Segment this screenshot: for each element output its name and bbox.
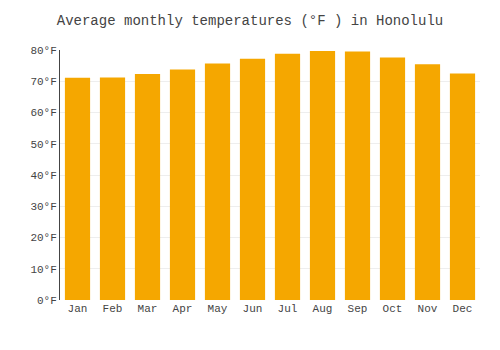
- svg-text:30°F: 30°F: [30, 201, 56, 213]
- svg-text:Apr: Apr: [173, 303, 193, 315]
- svg-text:0°F: 0°F: [37, 295, 57, 307]
- svg-text:40°F: 40°F: [30, 170, 56, 182]
- svg-text:Oct: Oct: [383, 303, 403, 315]
- svg-text:Aug: Aug: [313, 303, 333, 315]
- svg-text:20°F: 20°F: [30, 232, 56, 244]
- svg-text:Average monthly temperatures (: Average monthly temperatures (°F ) in Ho…: [57, 13, 443, 29]
- svg-text:80°F: 80°F: [30, 45, 56, 57]
- svg-text:Jan: Jan: [68, 303, 88, 315]
- svg-text:May: May: [208, 303, 228, 315]
- svg-text:Feb: Feb: [103, 303, 123, 315]
- svg-text:70°F: 70°F: [30, 76, 56, 88]
- svg-text:10°F: 10°F: [30, 264, 56, 276]
- svg-text:Jun: Jun: [243, 303, 263, 315]
- svg-text:Mar: Mar: [138, 303, 158, 315]
- svg-text:Nov: Nov: [418, 303, 438, 315]
- svg-text:60°F: 60°F: [30, 107, 56, 119]
- svg-text:Jul: Jul: [278, 303, 298, 315]
- svg-text:Dec: Dec: [453, 303, 473, 315]
- svg-text:Sep: Sep: [348, 303, 368, 315]
- svg-text:50°F: 50°F: [30, 139, 56, 151]
